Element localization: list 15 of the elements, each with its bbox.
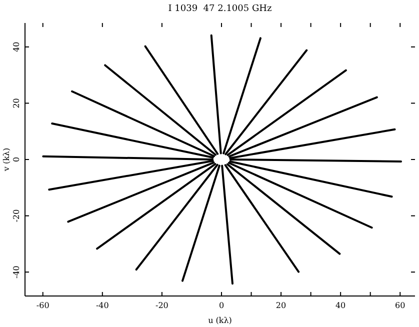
x-tick-label: 0 <box>218 301 224 310</box>
chart-title: I 1039 47 2.1005 GHz <box>168 4 272 14</box>
x-axis-title: u (kλ) <box>208 316 232 325</box>
x-tick-label: -20 <box>156 301 168 310</box>
y-tick-label: 20 <box>12 98 21 108</box>
y-tick-label: -40 <box>12 266 21 279</box>
x-tick-label: 40 <box>335 301 346 310</box>
y-tick-label: 40 <box>12 42 21 52</box>
x-tick-label: -60 <box>36 301 50 310</box>
x-tick-label: 20 <box>276 301 286 310</box>
y-tick-label: -20 <box>12 209 21 222</box>
x-tick-label: 60 <box>395 301 406 310</box>
y-axis-title: v (kλ) <box>2 148 11 172</box>
y-tick-label: 0 <box>12 156 21 162</box>
x-tick-label: -40 <box>96 301 109 310</box>
